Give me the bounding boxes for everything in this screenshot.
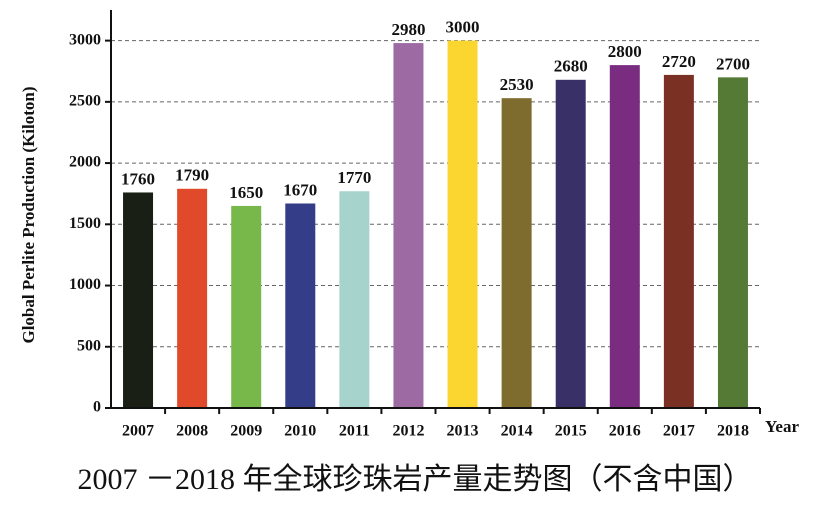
data-label: 1650 [229, 183, 263, 202]
x-tick-label: 2014 [501, 423, 533, 440]
x-axis-label: Year [765, 417, 799, 436]
x-tick-label: 2018 [717, 423, 749, 440]
y-tick-label: 1000 [69, 276, 101, 293]
y-tick-label: 1500 [69, 215, 101, 232]
data-label: 1770 [337, 168, 371, 187]
bar [231, 205, 262, 408]
data-label: 1760 [121, 169, 155, 188]
chart-title: 2007 －2018 年全球珍珠岩产量走势图（不含中国） [78, 463, 753, 496]
bar [663, 74, 694, 409]
x-tick-label: 2015 [555, 423, 587, 440]
bar [339, 191, 370, 408]
y-tick-label: 3000 [69, 31, 101, 48]
x-tick-label: 2010 [284, 423, 316, 440]
x-tick-label: 2008 [176, 423, 208, 440]
y-axis-label: Global Perlite Production (Kiloton) [19, 86, 38, 343]
data-label: 3000 [446, 18, 480, 37]
y-tick-label: 0 [93, 399, 101, 416]
x-tick-label: 2011 [339, 423, 370, 440]
x-tick-label: 2012 [392, 423, 424, 440]
bar [609, 65, 640, 408]
bar [717, 77, 748, 408]
y-tick-label: 500 [77, 337, 101, 354]
y-tick-label: 2500 [69, 93, 101, 110]
x-tick-label: 2009 [230, 423, 262, 440]
x-tick-label: 2013 [447, 423, 479, 440]
data-label: 1670 [283, 180, 317, 199]
data-label: 2800 [608, 42, 642, 61]
data-label: 1790 [175, 166, 209, 185]
bar [177, 188, 208, 408]
bar [555, 79, 586, 409]
x-tick-label: 2017 [663, 423, 695, 440]
data-label: 2720 [662, 52, 696, 71]
y-tick-label: 2000 [69, 154, 101, 171]
bar [501, 98, 532, 409]
x-tick-label: 2016 [609, 423, 641, 440]
bar [285, 203, 316, 408]
bar [447, 40, 478, 408]
data-label: 2980 [391, 20, 425, 39]
x-tick-label: 2007 [122, 423, 154, 440]
data-label: 2700 [716, 54, 750, 73]
bar [123, 192, 154, 408]
data-label: 2680 [554, 57, 588, 76]
bar [393, 43, 424, 409]
data-label: 2530 [500, 75, 534, 94]
